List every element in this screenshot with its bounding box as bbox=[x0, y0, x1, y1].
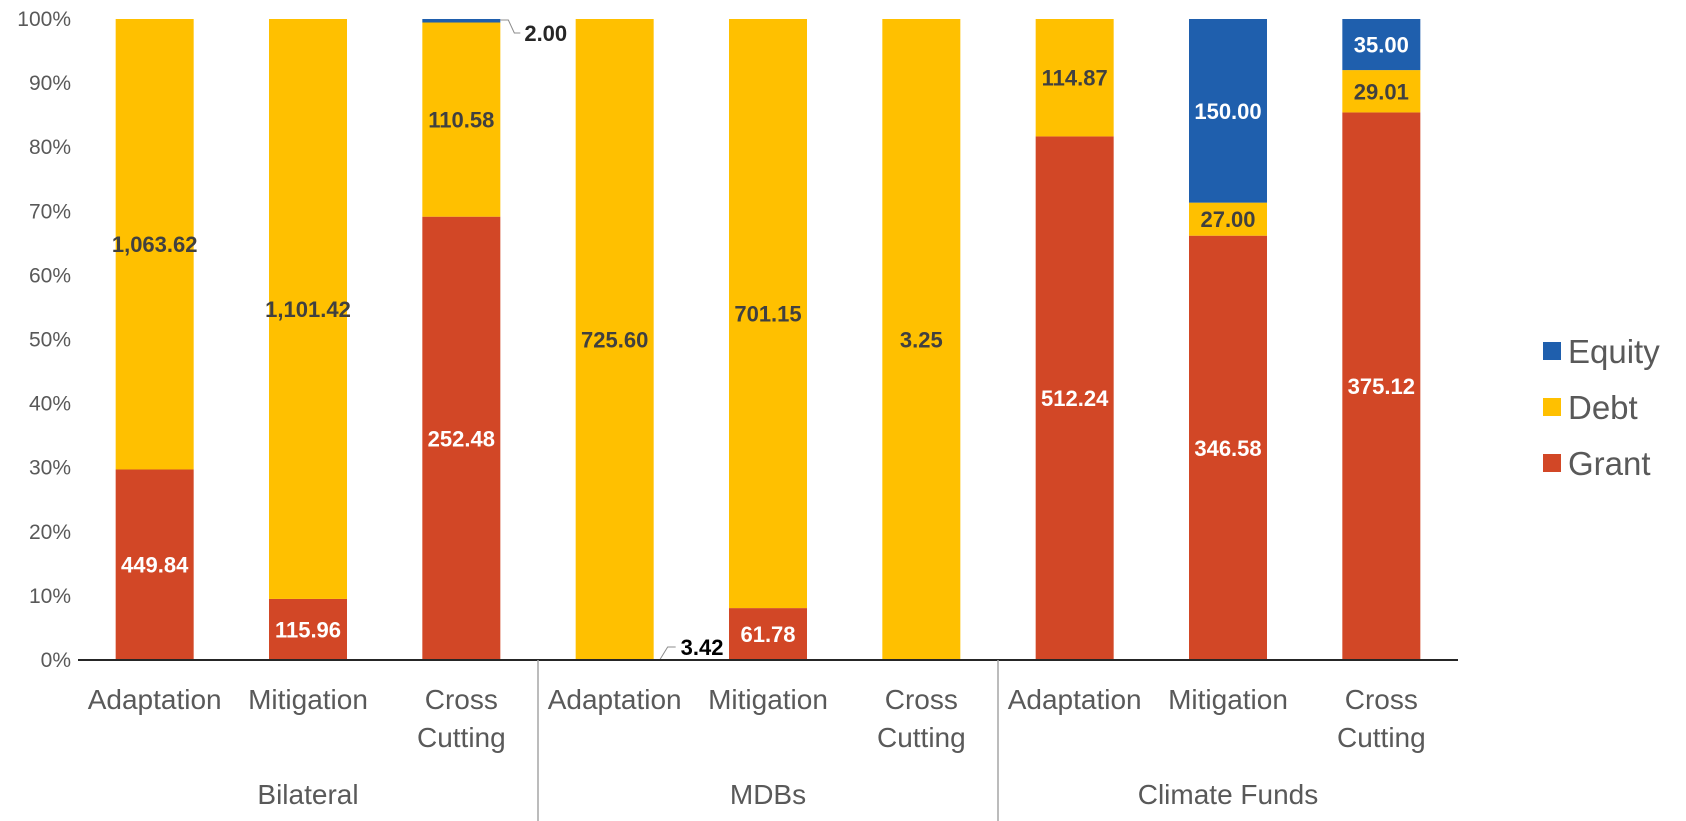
y-tick-label: 80% bbox=[29, 136, 71, 159]
bar-segment-grant bbox=[1342, 112, 1421, 661]
y-tick-label: 30% bbox=[29, 457, 71, 480]
bar-segment-equity bbox=[422, 19, 501, 23]
bar-segment-debt bbox=[422, 22, 501, 217]
bar-segment-debt bbox=[269, 19, 347, 599]
data-label-debt: 1,101.42 bbox=[265, 297, 351, 322]
y-tick-label: 70% bbox=[29, 200, 71, 223]
data-label-debt: 114.87 bbox=[1042, 66, 1108, 91]
callout-label-grant: 3.42 bbox=[681, 635, 724, 660]
callout-leader-line bbox=[659, 646, 676, 661]
bar-segment-debt bbox=[1189, 202, 1267, 236]
bar-segment-debt bbox=[1035, 19, 1114, 137]
y-tick-label: 100% bbox=[17, 8, 71, 31]
category-label: Cross bbox=[1345, 684, 1418, 715]
bar-segment-debt bbox=[882, 19, 961, 660]
category-label: Cross bbox=[425, 684, 498, 715]
category-label: Cross bbox=[885, 684, 958, 715]
data-label-grant: 115.96 bbox=[275, 617, 341, 642]
category-label: Cutting bbox=[877, 722, 966, 753]
data-label-equity: 150.00 bbox=[1194, 99, 1261, 124]
legend-label-debt: Debt bbox=[1568, 389, 1638, 426]
legend-label-equity: Equity bbox=[1568, 333, 1660, 370]
category-label: Adaptation bbox=[88, 684, 222, 715]
bar-segment-grant bbox=[115, 469, 194, 660]
y-tick-label: 0% bbox=[41, 649, 71, 672]
data-label-debt: 29.01 bbox=[1354, 79, 1409, 104]
legend-swatch-debt bbox=[1543, 398, 1561, 416]
y-tick-label: 60% bbox=[29, 264, 71, 287]
data-label-grant: 252.48 bbox=[428, 426, 495, 451]
bar-segment-debt bbox=[729, 19, 807, 609]
y-tick-label: 20% bbox=[29, 521, 71, 544]
data-label-grant: 512.24 bbox=[1041, 386, 1109, 411]
y-tick-label: 90% bbox=[29, 72, 71, 95]
callout-label-equity: 2.00 bbox=[524, 21, 567, 46]
category-label: Cutting bbox=[1337, 722, 1426, 753]
category-label: Adaptation bbox=[548, 684, 682, 715]
y-tick-label: 10% bbox=[29, 585, 71, 608]
legend-label-grant: Grant bbox=[1568, 445, 1651, 482]
bar-segment-grant bbox=[422, 216, 501, 660]
data-label-grant: 346.58 bbox=[1194, 436, 1261, 461]
data-label-grant: 375.12 bbox=[1348, 374, 1415, 399]
bar-segment-equity bbox=[1189, 19, 1267, 203]
data-label-debt: 3.25 bbox=[900, 328, 943, 353]
y-tick-label: 40% bbox=[29, 393, 71, 416]
data-label-debt: 27.00 bbox=[1200, 207, 1255, 232]
bar-segment-debt bbox=[115, 19, 194, 470]
group-label: Climate Funds bbox=[1138, 779, 1319, 810]
data-label-debt: 110.58 bbox=[428, 108, 494, 133]
data-label-debt: 725.60 bbox=[581, 328, 648, 353]
category-label: Cutting bbox=[417, 722, 506, 753]
data-label-equity: 35.00 bbox=[1354, 33, 1409, 58]
bar-segment-grant bbox=[729, 608, 807, 660]
category-label: Adaptation bbox=[1008, 684, 1142, 715]
legend-swatch-equity bbox=[1543, 342, 1561, 360]
bar-segment-grant bbox=[269, 598, 347, 660]
y-tick-label: 50% bbox=[29, 329, 71, 352]
bar-segment-grant bbox=[1189, 235, 1267, 660]
data-label-debt: 701.15 bbox=[734, 302, 801, 327]
data-label-debt: 1,063.62 bbox=[112, 232, 198, 257]
group-label: MDBs bbox=[730, 779, 806, 810]
bar-segment-debt bbox=[575, 19, 654, 660]
group-label: Bilateral bbox=[257, 779, 358, 810]
bar-segment-debt bbox=[1342, 70, 1421, 113]
bar-segment-equity bbox=[1342, 19, 1421, 71]
category-label: Mitigation bbox=[248, 684, 368, 715]
data-label-grant: 449.84 bbox=[121, 553, 189, 578]
data-label-grant: 61.78 bbox=[740, 622, 795, 647]
callout-leader-line bbox=[500, 19, 521, 34]
legend-swatch-grant bbox=[1543, 454, 1561, 472]
category-label: Mitigation bbox=[708, 684, 828, 715]
category-label: Mitigation bbox=[1168, 684, 1288, 715]
bar-segment-grant bbox=[1035, 136, 1114, 660]
